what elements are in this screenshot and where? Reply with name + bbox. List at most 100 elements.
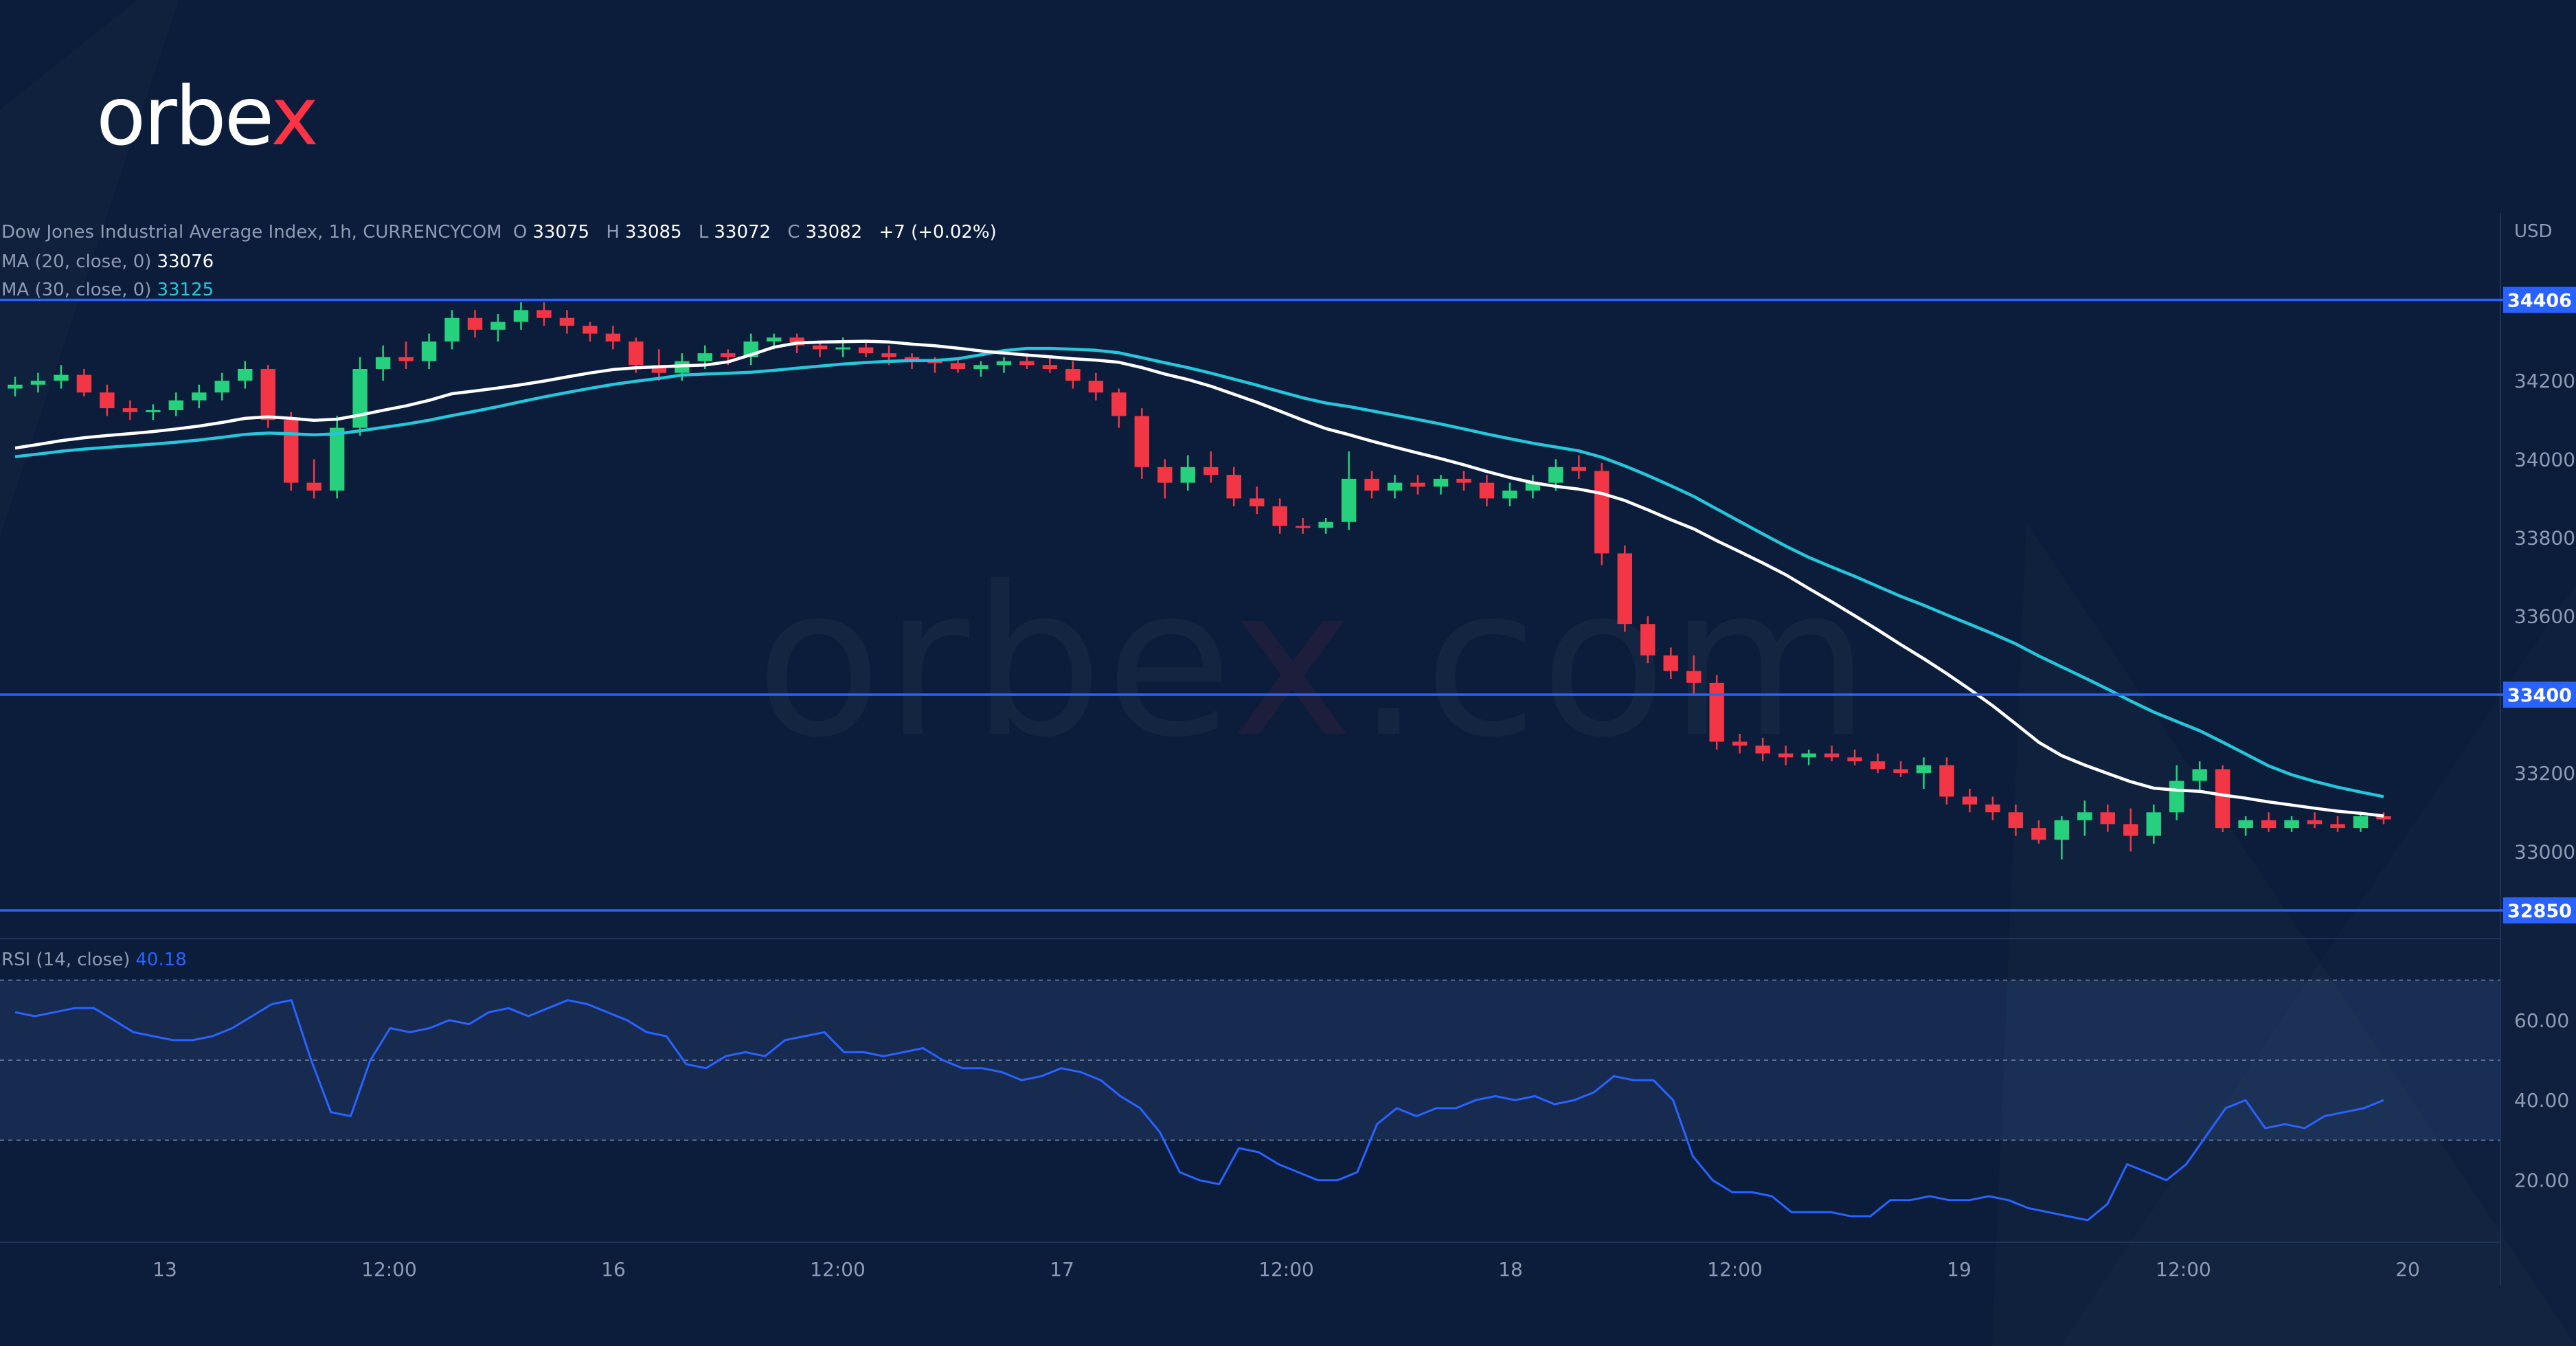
price-tick-label: 33800 xyxy=(2514,527,2575,550)
candle xyxy=(2100,812,2116,825)
candle xyxy=(1134,416,1150,467)
candle xyxy=(2215,769,2230,829)
candle xyxy=(306,482,321,491)
time-tick-label: 17 xyxy=(1050,1258,1074,1281)
rsi-tick-label: 20.00 xyxy=(2514,1169,2569,1192)
candle xyxy=(238,368,253,381)
candle xyxy=(927,361,942,363)
level-label: 33400 xyxy=(2507,685,2572,706)
candle xyxy=(559,317,575,326)
candle xyxy=(721,353,736,357)
candle xyxy=(1801,753,1816,758)
candle xyxy=(1525,482,1541,491)
candle xyxy=(1204,467,1219,475)
candle xyxy=(2031,828,2046,840)
candle xyxy=(2192,769,2207,781)
time-tick-label: 12:00 xyxy=(2156,1258,2211,1281)
candle xyxy=(1157,467,1173,483)
candle xyxy=(2123,824,2138,836)
candle xyxy=(444,317,460,342)
candle xyxy=(812,345,828,350)
candle xyxy=(835,347,850,350)
candle xyxy=(260,368,275,420)
candle xyxy=(1640,624,1656,655)
candle xyxy=(1893,769,1908,774)
candle xyxy=(629,341,644,366)
candle xyxy=(605,333,621,342)
candle xyxy=(398,357,414,361)
rsi-tick-label: 60.00 xyxy=(2514,1009,2569,1032)
ma20-legend: MA (20, close, 0) 33076 xyxy=(1,251,214,272)
instrument-name: Dow Jones Industrial Average Index, 1h, … xyxy=(1,222,502,243)
candle xyxy=(2146,812,2161,836)
candle xyxy=(1433,478,1449,487)
level-label: 34406 xyxy=(2507,290,2572,311)
candle xyxy=(1686,671,1702,683)
candle xyxy=(2261,820,2276,829)
candle xyxy=(1295,526,1311,528)
rsi-value: 40.18 xyxy=(135,950,187,970)
candle xyxy=(536,310,552,318)
candle xyxy=(2169,781,2184,813)
ma30-line xyxy=(14,346,2384,798)
level-tag xyxy=(2503,287,2576,313)
level-label: 32850 xyxy=(2507,901,2572,922)
candle xyxy=(513,310,529,322)
candle xyxy=(1571,467,1587,471)
candle xyxy=(1387,482,1403,491)
high-value: 33085 xyxy=(624,222,682,243)
candle xyxy=(421,341,437,361)
time-tick-label: 20 xyxy=(2395,1258,2420,1281)
price-tick-label: 33000 xyxy=(2514,840,2575,863)
candle xyxy=(329,427,345,491)
candle xyxy=(1318,521,1333,528)
candle xyxy=(1065,368,1081,381)
candle xyxy=(1870,761,1886,770)
candle xyxy=(192,392,207,401)
low-value: 33072 xyxy=(714,222,771,243)
candle xyxy=(1364,478,1379,491)
ma30-value: 33125 xyxy=(157,280,214,300)
ma30-legend: MA (30, close, 0) 33125 xyxy=(1,280,214,300)
candle xyxy=(1088,381,1104,393)
orbex-logo: orbex xyxy=(96,69,319,164)
level-tag xyxy=(2503,897,2576,924)
watermark: orbex.com xyxy=(756,543,1870,783)
candle xyxy=(1479,482,1495,499)
candle xyxy=(214,381,229,393)
candle xyxy=(2330,824,2345,829)
price-tick-label: 33200 xyxy=(2514,762,2575,785)
candle xyxy=(789,337,804,346)
change-value: +7 (+0.02%) xyxy=(879,222,997,243)
candle xyxy=(858,347,874,354)
candle xyxy=(1778,753,1794,758)
candle xyxy=(2054,820,2070,840)
candle xyxy=(2307,820,2323,825)
price-tick-label: 34000 xyxy=(2514,448,2575,471)
candle xyxy=(283,420,299,483)
candle xyxy=(973,365,988,369)
candle xyxy=(1502,491,1517,499)
candle xyxy=(1180,467,1195,483)
time-tick-label: 12:00 xyxy=(1258,1258,1314,1281)
candle xyxy=(651,365,667,373)
candle xyxy=(1456,478,1471,483)
candle xyxy=(2284,820,2299,829)
candle xyxy=(2376,816,2391,820)
open-value: 33075 xyxy=(532,222,590,243)
candle xyxy=(30,381,46,385)
candle xyxy=(2008,812,2024,829)
candle xyxy=(1732,741,1748,746)
currency-label: USD xyxy=(2514,221,2553,242)
candle xyxy=(146,410,161,412)
close-value: 33082 xyxy=(805,222,863,243)
candle xyxy=(2238,820,2253,829)
candle xyxy=(168,400,184,410)
candle xyxy=(2353,816,2369,829)
candle xyxy=(352,368,368,428)
ma20-value: 33076 xyxy=(157,251,214,272)
candle xyxy=(1755,745,1770,754)
rsi-tick-label: 40.00 xyxy=(2514,1089,2569,1112)
